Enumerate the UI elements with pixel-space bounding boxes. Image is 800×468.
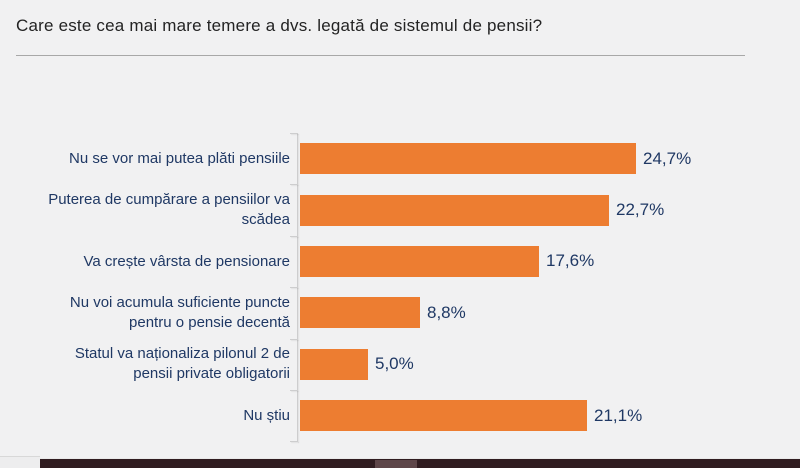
chart-row: Nu știu 21,1% xyxy=(38,390,762,441)
chart-row: Va crește vârsta de pensionare 17,6% xyxy=(38,236,762,287)
page-title: Care este cea mai mare temere a dvs. leg… xyxy=(16,16,543,35)
title-underline xyxy=(16,55,745,56)
value-label: 22,7% xyxy=(616,200,665,220)
category-label: Va crește vârsta de pensionare xyxy=(83,252,290,270)
bottom-scrollbar[interactable] xyxy=(40,458,800,468)
chart-row: Nu se vor mai putea plăti pensiile 24,7% xyxy=(38,133,762,184)
axis-tick xyxy=(290,184,298,185)
value-label: 5,0% xyxy=(375,354,414,374)
bar xyxy=(300,194,609,226)
value-label: 17,6% xyxy=(546,251,595,271)
chart-row: Statul va naționaliza pilonul 2 de pensi… xyxy=(38,339,762,390)
bottom-left-corner xyxy=(0,456,40,468)
scrollbar-thumb[interactable] xyxy=(375,460,417,468)
axis-tick xyxy=(290,441,298,442)
value-label: 24,7% xyxy=(643,148,692,168)
bar xyxy=(300,245,539,277)
bar xyxy=(300,143,636,175)
category-label: Puterea de cumpărare a pensiilor va scăd… xyxy=(48,191,290,229)
bar-area: 24,7% xyxy=(290,143,762,175)
axis-tick xyxy=(290,339,298,340)
bar xyxy=(300,348,368,380)
value-label: 8,8% xyxy=(427,302,466,322)
chart-row: Puterea de cumpărare a pensiilor va scăd… xyxy=(38,184,762,235)
bar-area: 17,6% xyxy=(290,245,762,277)
bar xyxy=(300,297,420,329)
category-label: Nu voi acumula suficiente puncte pentru … xyxy=(69,294,290,331)
value-label: 21,1% xyxy=(594,405,643,425)
axis-tick xyxy=(290,133,298,134)
axis-tick xyxy=(290,236,298,237)
chart-row: Nu voi acumula suficiente puncte pentru … xyxy=(38,287,762,338)
category-label: Nu știu xyxy=(243,406,290,424)
category-label: Nu se vor mai putea plăti pensiile xyxy=(69,149,290,167)
bar xyxy=(300,400,587,432)
bar-area: 21,1% xyxy=(290,400,762,432)
axis-tick xyxy=(290,287,298,288)
bar-chart: Nu se vor mai putea plăti pensiile 24,7% P… xyxy=(38,133,762,442)
axis-tick xyxy=(290,390,298,391)
category-label: Statul va naționaliza pilonul 2 de pensi… xyxy=(74,345,290,383)
bar-area: 22,7% xyxy=(290,194,762,226)
bar-area: 8,8% xyxy=(290,297,762,329)
bar-area: 5,0% xyxy=(290,348,762,380)
